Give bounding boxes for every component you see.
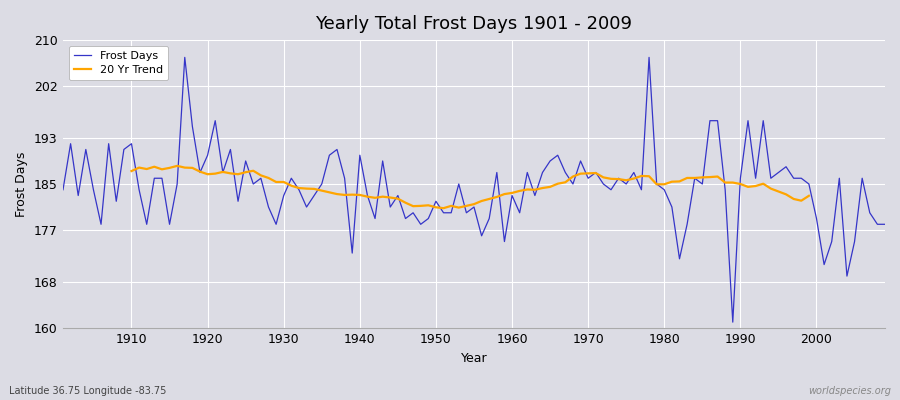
20 Yr Trend xyxy=(613,177,624,182)
Frost Days xyxy=(119,147,130,152)
Frost Days xyxy=(58,187,68,192)
20 Yr Trend xyxy=(788,196,799,201)
Frost Days xyxy=(179,55,190,60)
Title: Yearly Total Frost Days 1901 - 2009: Yearly Total Frost Days 1901 - 2009 xyxy=(316,15,633,33)
Frost Days xyxy=(514,210,525,215)
20 Yr Trend xyxy=(804,193,814,198)
Frost Days xyxy=(606,187,616,192)
20 Yr Trend xyxy=(705,175,716,180)
X-axis label: Year: Year xyxy=(461,352,487,365)
Frost Days xyxy=(293,187,304,192)
20 Yr Trend xyxy=(438,206,449,210)
Text: Latitude 36.75 Longitude -83.75: Latitude 36.75 Longitude -83.75 xyxy=(9,386,166,396)
Frost Days xyxy=(507,193,517,198)
20 Yr Trend xyxy=(339,192,350,197)
Text: worldspecies.org: worldspecies.org xyxy=(808,386,891,396)
Frost Days xyxy=(879,222,890,227)
Legend: Frost Days, 20 Yr Trend: Frost Days, 20 Yr Trend xyxy=(68,46,168,80)
Frost Days xyxy=(339,176,350,181)
20 Yr Trend xyxy=(225,171,236,176)
20 Yr Trend xyxy=(126,169,137,174)
20 Yr Trend xyxy=(720,180,731,185)
Frost Days xyxy=(727,320,738,324)
Line: 20 Yr Trend: 20 Yr Trend xyxy=(131,166,809,208)
20 Yr Trend xyxy=(172,164,183,168)
Line: Frost Days: Frost Days xyxy=(63,57,885,322)
Y-axis label: Frost Days: Frost Days xyxy=(15,151,28,217)
